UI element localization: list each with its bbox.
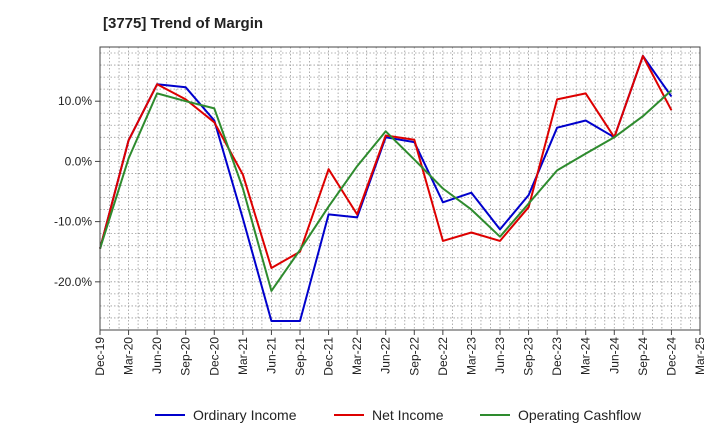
x-tick-label: Dec-23 [550,337,564,376]
x-tick-label: Sep-23 [522,337,536,376]
chart-title: [3775] Trend of Margin [103,15,264,32]
x-tick-label: Jun-21 [264,337,278,374]
legend: Ordinary Income Net Income Operating Cashf… [155,407,642,423]
x-tick-label: Dec-21 [322,337,336,376]
x-tick-label: Jun-23 [493,337,507,374]
x-tick-label: Mar-23 [464,337,478,375]
y-tick-label: 0.0% [65,154,93,168]
x-tick-label: Sep-20 [179,337,193,376]
x-tick-label: Jun-24 [607,337,621,374]
y-tick-label: 10.0% [58,94,92,108]
x-tick-label: Jun-20 [150,337,164,374]
series-lines [99,55,673,322]
y-tick-label: -20.0% [54,275,92,289]
x-tick-label: Sep-22 [407,337,421,376]
y-axis: 10.0% 0.0% -10.0% -20.0% [54,94,100,289]
x-tick-label: Mar-24 [579,337,593,375]
x-tick-label: Jun-22 [379,337,393,374]
x-tick-label: Dec-19 [93,337,107,376]
net-income-line [99,55,673,269]
x-axis: Dec-19 Mar-20 Jun-20 Sep-20 Dec-20 Mar-21 Jun-… [93,330,707,376]
x-tick-label: Mar-25 [693,337,707,375]
x-tick-label: Dec-24 [664,337,678,376]
x-tick-label: Sep-24 [636,337,650,376]
operating-cashflow-line [99,89,673,292]
net-income-legend-label: Net Income [372,407,444,423]
grid [100,47,700,330]
x-tick-label: Mar-20 [122,337,136,375]
x-tick-label: Sep-21 [293,337,307,376]
x-tick-label: Dec-20 [207,337,221,376]
ordinary-income-legend-label: Ordinary Income [193,407,297,423]
operating-cashflow-legend-label: Operating Cashflow [518,407,642,423]
y-tick-label: -10.0% [54,215,92,229]
plot-frame [99,46,701,331]
x-tick-label: Mar-21 [236,337,250,375]
x-tick-label: Mar-22 [350,337,364,375]
x-tick-label: Dec-22 [436,337,450,376]
